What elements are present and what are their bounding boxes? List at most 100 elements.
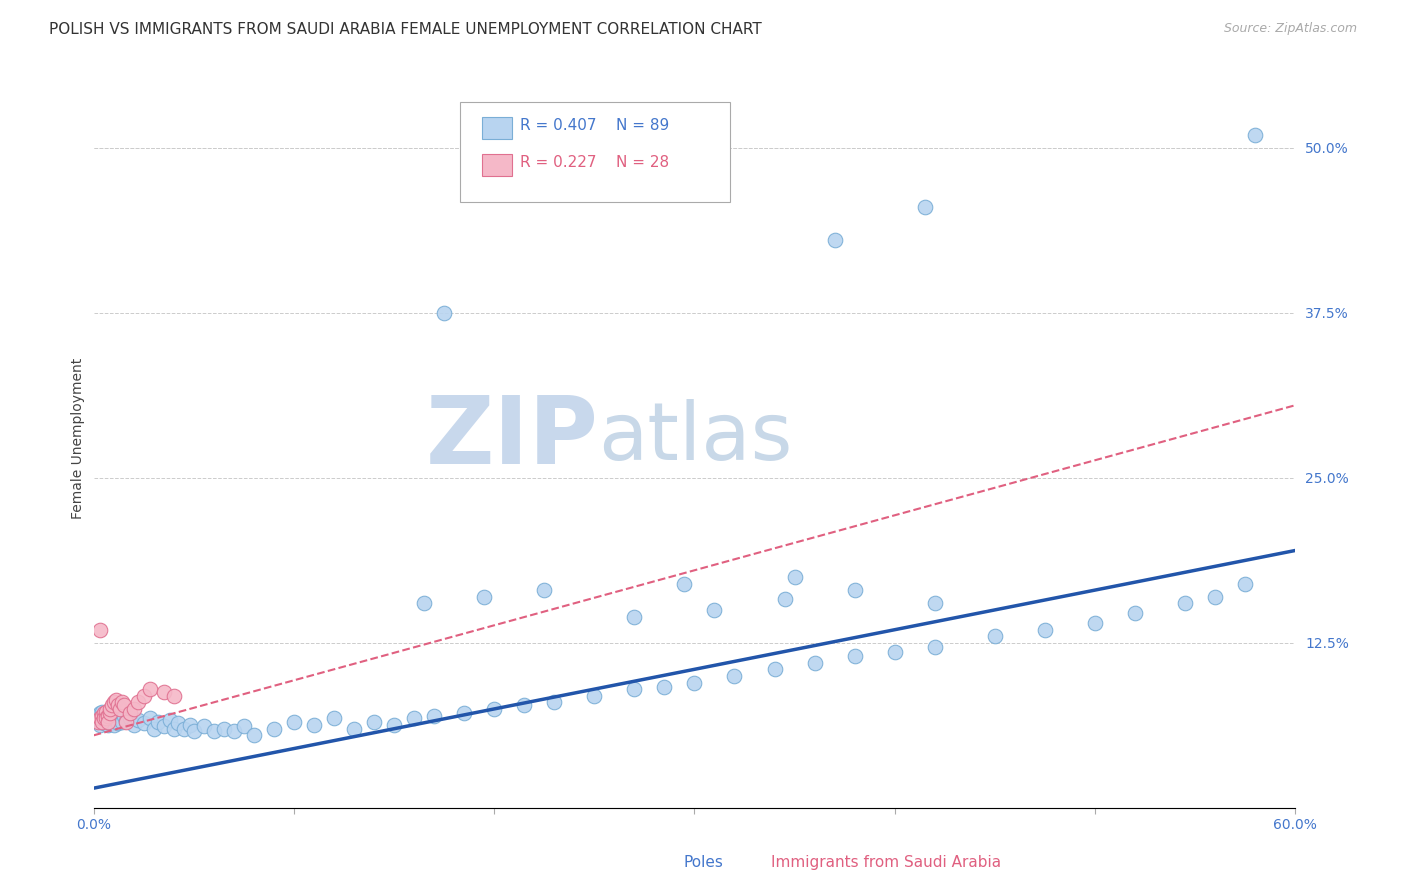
Point	[363, 715, 385, 730]
Point	[103, 718, 125, 732]
Point	[97, 718, 120, 732]
Point	[673, 576, 696, 591]
Point	[104, 692, 127, 706]
Point	[1033, 623, 1056, 637]
Point	[108, 711, 131, 725]
Point	[90, 715, 112, 730]
Point	[783, 570, 806, 584]
Point	[110, 695, 132, 709]
Point	[183, 724, 205, 739]
Point	[112, 698, 135, 712]
Y-axis label: Female Unemployment: Female Unemployment	[72, 358, 86, 519]
Point	[533, 583, 555, 598]
Point	[89, 623, 111, 637]
Point	[97, 708, 120, 723]
Text: POLISH VS IMMIGRANTS FROM SAUDI ARABIA FEMALE UNEMPLOYMENT CORRELATION CHART: POLISH VS IMMIGRANTS FROM SAUDI ARABIA F…	[49, 22, 762, 37]
Point	[93, 707, 115, 722]
Point	[100, 715, 122, 730]
Point	[90, 705, 112, 719]
Point	[90, 708, 112, 723]
Point	[100, 698, 122, 712]
Point	[703, 603, 725, 617]
Point	[108, 702, 131, 716]
Point	[114, 715, 136, 730]
Point	[232, 719, 254, 733]
Point	[146, 715, 169, 730]
Point	[98, 702, 121, 716]
Point	[94, 708, 117, 723]
Point	[107, 698, 129, 712]
Point	[1084, 616, 1107, 631]
Point	[243, 728, 266, 742]
Point	[127, 713, 149, 727]
Point	[97, 713, 120, 727]
Point	[1204, 590, 1226, 604]
Text: R = 0.227    N = 28: R = 0.227 N = 28	[520, 155, 669, 170]
Point	[263, 722, 285, 736]
Point	[103, 695, 125, 709]
FancyBboxPatch shape	[460, 102, 731, 202]
Point	[89, 713, 111, 727]
Point	[90, 715, 112, 730]
Point	[883, 645, 905, 659]
Point	[132, 716, 155, 731]
Point	[173, 722, 195, 736]
Point	[984, 629, 1007, 643]
Point	[118, 711, 141, 725]
Point	[107, 716, 129, 731]
Point	[93, 706, 115, 720]
Point	[283, 715, 305, 730]
Point	[90, 710, 112, 724]
Point	[763, 662, 786, 676]
Point	[93, 711, 115, 725]
Point	[343, 722, 366, 736]
Point	[433, 306, 456, 320]
Point	[152, 719, 174, 733]
Point	[1123, 606, 1146, 620]
Point	[98, 710, 121, 724]
Point	[118, 706, 141, 720]
Text: Immigrants from Saudi Arabia: Immigrants from Saudi Arabia	[770, 855, 1001, 870]
Point	[623, 609, 645, 624]
Point	[453, 706, 475, 720]
Point	[122, 718, 145, 732]
Point	[824, 233, 846, 247]
Point	[86, 715, 108, 730]
Point	[94, 711, 117, 725]
Point	[623, 682, 645, 697]
Point	[89, 711, 111, 725]
Point	[583, 689, 606, 703]
FancyBboxPatch shape	[482, 153, 512, 176]
Point	[138, 711, 160, 725]
Point	[302, 718, 325, 732]
Point	[93, 716, 115, 731]
Point	[914, 200, 936, 214]
Text: atlas: atlas	[599, 400, 793, 477]
Point	[543, 695, 565, 709]
Point	[84, 711, 107, 725]
Text: ZIP: ZIP	[426, 392, 599, 484]
Point	[94, 705, 117, 719]
Point	[202, 724, 225, 739]
Point	[193, 719, 215, 733]
Point	[513, 698, 536, 712]
Text: R = 0.407    N = 89: R = 0.407 N = 89	[520, 118, 669, 133]
Point	[844, 583, 866, 598]
Point	[402, 711, 425, 725]
Point	[138, 682, 160, 697]
Point	[98, 706, 121, 720]
Point	[222, 724, 245, 739]
Point	[163, 722, 186, 736]
Point	[127, 695, 149, 709]
Point	[104, 707, 127, 722]
Point	[103, 711, 125, 725]
Point	[166, 716, 188, 731]
Point	[152, 685, 174, 699]
Text: Poles: Poles	[683, 855, 723, 870]
Point	[114, 714, 136, 728]
Point	[94, 714, 117, 728]
Point	[104, 714, 127, 728]
Point	[100, 708, 122, 723]
Point	[482, 702, 505, 716]
Point	[110, 715, 132, 730]
